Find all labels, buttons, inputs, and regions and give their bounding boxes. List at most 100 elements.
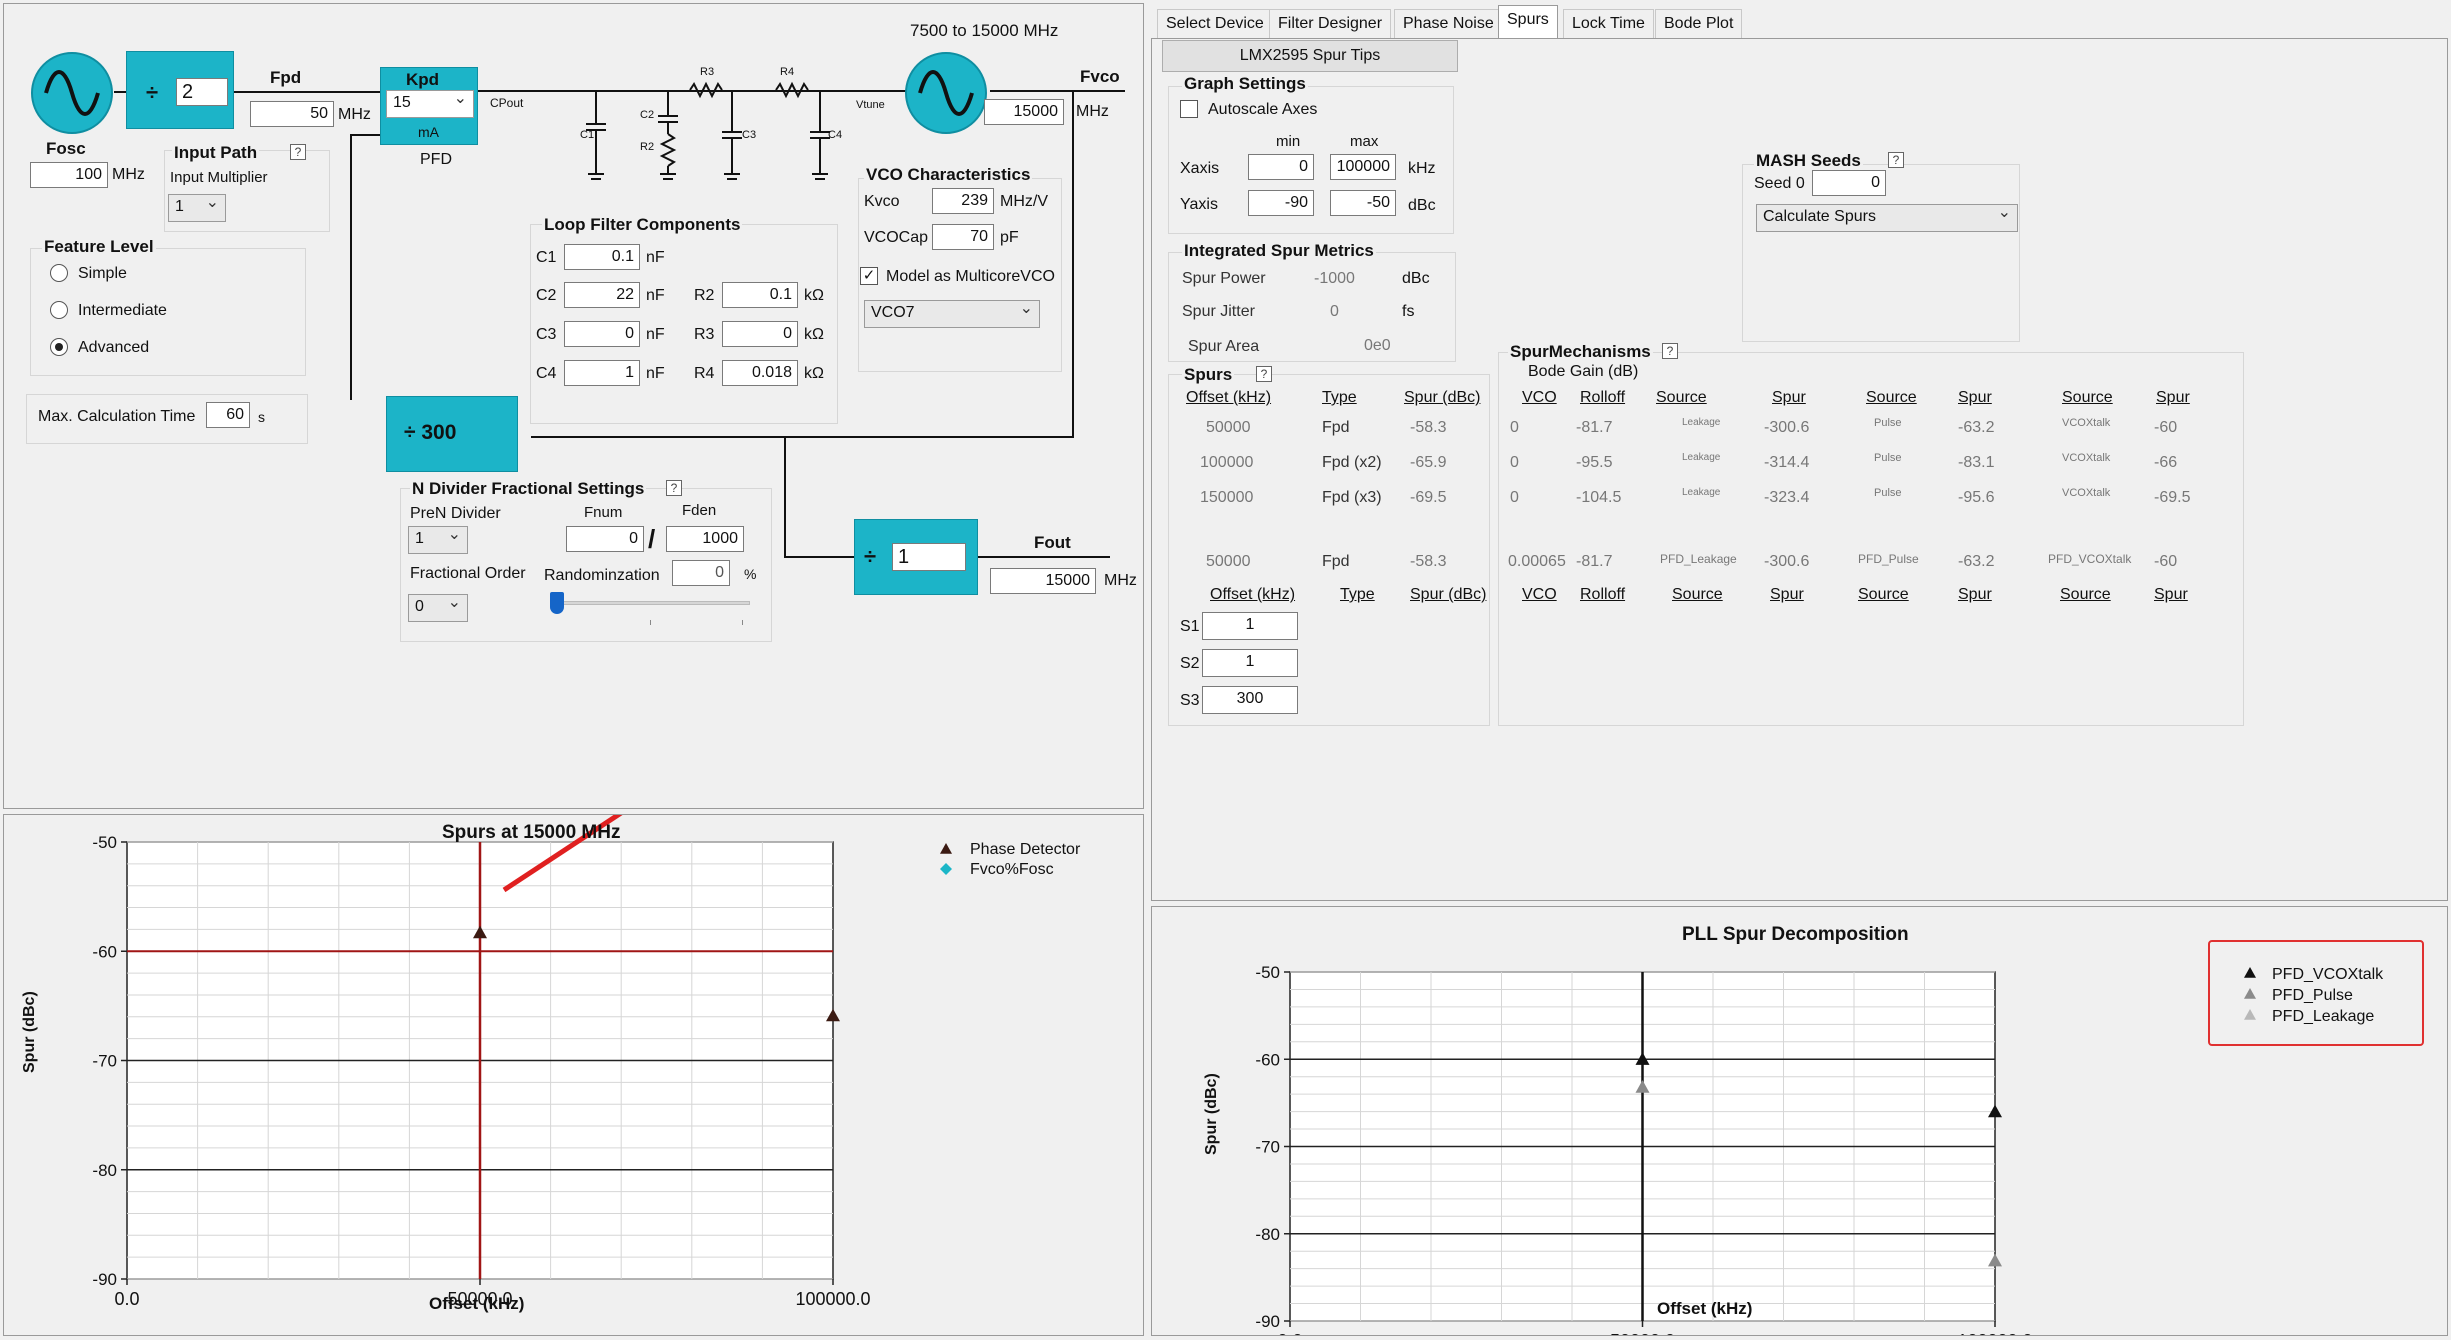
lf-r4-label: R4 xyxy=(694,365,715,382)
tab-bode-plot[interactable]: Bode Plot xyxy=(1655,9,1743,39)
oscillator-icon xyxy=(31,52,113,134)
n-divider-value: ÷ 300 xyxy=(404,421,457,444)
fden-input[interactable]: 1000 xyxy=(666,526,744,552)
input-path-help-icon[interactable]: ? xyxy=(290,144,306,160)
input-multiplier-select[interactable]: 1 xyxy=(168,191,226,222)
legend-marker xyxy=(940,843,952,854)
xmax-input[interactable]: 100000 xyxy=(1330,154,1396,180)
tab-content xyxy=(1151,38,2448,901)
random-input[interactable]: 0 xyxy=(672,560,730,586)
power-value: -1000 xyxy=(1314,270,1355,287)
graph-settings-title: Graph Settings xyxy=(1182,74,1308,93)
fnum-input[interactable]: 0 xyxy=(566,526,644,552)
lf-c3-unit: nF xyxy=(646,326,665,343)
mechanisms-help-icon[interactable]: ? xyxy=(1662,343,1678,359)
tab-phase-noise[interactable]: Phase Noise xyxy=(1394,9,1503,39)
y-tick-label: -70 xyxy=(92,1052,117,1071)
lf-c4-input[interactable]: 1 xyxy=(564,360,640,386)
spur-tips-button[interactable]: LMX2595 Spur Tips xyxy=(1162,40,1458,72)
calculate-spurs-select[interactable]: Calculate Spurs xyxy=(1756,201,2018,232)
s1-input[interactable]: 1 xyxy=(1202,612,1298,640)
ymin-input[interactable]: -90 xyxy=(1248,190,1314,216)
vcocap-input[interactable]: 70 xyxy=(932,224,994,250)
x-tick-label: 50000.0 xyxy=(1610,1331,1675,1335)
autoscale-label: Autoscale Axes xyxy=(1208,101,1318,118)
lf-c2-label: C2 xyxy=(536,287,557,304)
seed-input[interactable]: 0 xyxy=(1812,170,1886,196)
r3-label: R3 xyxy=(700,66,715,78)
radio-simple[interactable] xyxy=(50,264,68,282)
random-slider-thumb[interactable] xyxy=(550,592,564,614)
fvco-label: Fvco xyxy=(1080,67,1120,86)
radio-advanced[interactable] xyxy=(50,338,68,356)
tab-select-device[interactable]: Select Device xyxy=(1157,9,1273,39)
legend-fvco-fosc: Fvco%Fosc xyxy=(970,861,1054,878)
spurs-hdr-spur: Spur (dBc) xyxy=(1404,389,1481,406)
r2-label: R2 xyxy=(640,141,655,153)
tab-spurs[interactable]: Spurs xyxy=(1498,5,1558,39)
tab-lock-time[interactable]: Lock Time xyxy=(1563,9,1654,39)
max-calc-input[interactable]: 60 xyxy=(206,402,250,428)
kpd-select[interactable]: 15 xyxy=(386,87,474,118)
mash-help-icon[interactable]: ? xyxy=(1888,152,1904,168)
multicore-checkbox[interactable]: ✓ xyxy=(860,267,878,285)
decomp-chart-xlabel: Offset (kHz) xyxy=(1657,1299,1753,1318)
spurs-chart: -50 -60 -70 -80 -900.0 50000.0 100000.0 xyxy=(92,815,952,1309)
radio-intermediate[interactable] xyxy=(50,301,68,319)
s3-input[interactable]: 300 xyxy=(1202,686,1298,714)
lf-r3-input[interactable]: 0 xyxy=(722,321,798,347)
vtune-label: Vtune xyxy=(856,99,885,111)
spurs-title: Spurs xyxy=(1182,365,1235,384)
fpd-label: Fpd xyxy=(270,68,302,87)
spurs-help-icon[interactable]: ? xyxy=(1256,366,1272,382)
r-divider-input[interactable]: 2 xyxy=(176,78,228,106)
multicore-label: Model as MulticoreVCO xyxy=(886,268,1055,285)
spurs-chart-ylabel: Spur (dBc) xyxy=(21,991,38,1073)
tab-filter-designer[interactable]: Filter Designer xyxy=(1269,9,1392,39)
jitter-value: 0 xyxy=(1330,303,1339,320)
ndiv-help-icon[interactable]: ? xyxy=(666,480,682,496)
max-calc-group xyxy=(26,394,308,444)
kvco-input[interactable]: 239 xyxy=(932,188,994,214)
s2-input[interactable]: 1 xyxy=(1202,649,1298,677)
lf-r2-input[interactable]: 0.1 xyxy=(722,282,798,308)
max-calc-label: Max. Calculation Time xyxy=(38,408,196,425)
lf-r2-label: R2 xyxy=(694,287,715,304)
pren-select[interactable]: 1 xyxy=(408,523,468,554)
vco-select[interactable]: VCO7 xyxy=(864,297,1040,328)
spurs-hdr-type: Type xyxy=(1322,389,1357,406)
random-slider-track xyxy=(550,601,750,605)
y-tick-label: -50 xyxy=(1255,963,1280,982)
seed-label: Seed 0 xyxy=(1754,175,1805,192)
fpd-input[interactable]: 50 xyxy=(250,101,334,127)
lf-c1-input[interactable]: 0.1 xyxy=(564,244,640,270)
out-divider-input[interactable]: 1 xyxy=(892,543,966,571)
annotation-arrow-line xyxy=(502,815,623,893)
autoscale-checkbox[interactable] xyxy=(1180,100,1198,118)
ndiv-title: N Divider Fractional Settings xyxy=(410,479,647,498)
input-path-title: Input Path xyxy=(172,143,260,162)
lf-c3-input[interactable]: 0 xyxy=(564,321,640,347)
lf-c2-input[interactable]: 22 xyxy=(564,282,640,308)
vco-icon xyxy=(905,52,987,134)
area-label: Spur Area xyxy=(1188,338,1260,355)
random-unit: % xyxy=(744,566,757,582)
fvco-input[interactable]: 15000 xyxy=(984,99,1064,125)
lf-r4-input[interactable]: 0.018 xyxy=(722,360,798,386)
data-point-phase-detector xyxy=(826,1008,840,1022)
frac-order-select[interactable]: 0 xyxy=(408,591,468,622)
kpd-label: Kpd xyxy=(406,70,440,89)
ymax-input[interactable]: -50 xyxy=(1330,190,1396,216)
decomp-chart-ylabel: Spur (dBc) xyxy=(1203,1073,1220,1155)
mechanisms-title: SpurMechanisms xyxy=(1508,342,1653,361)
spurs-footer-offset: Offset (kHz) xyxy=(1210,586,1296,603)
s3-label: S3 xyxy=(1180,692,1200,709)
xunit: kHz xyxy=(1408,160,1436,177)
out-divide-sign: ÷ xyxy=(864,544,877,569)
data-point-pfd-pulse xyxy=(1635,1080,1650,1093)
graph-settings-group xyxy=(1168,86,1454,234)
y-tick-label: -70 xyxy=(1255,1138,1280,1157)
fout-input[interactable]: 15000 xyxy=(990,568,1096,594)
fosc-input[interactable]: 100 xyxy=(30,162,108,188)
xmin-input[interactable]: 0 xyxy=(1248,154,1314,180)
